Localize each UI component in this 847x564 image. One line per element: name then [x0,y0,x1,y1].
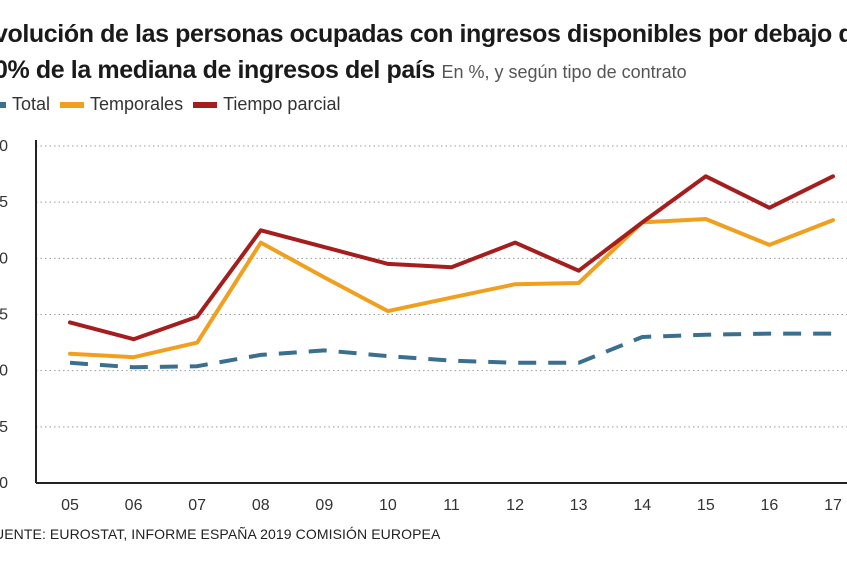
axes [35,140,847,484]
y-tick-label: 5 [0,307,8,324]
grid-lines [36,145,847,428]
chart-subtitle: En %, y según tipo de contrato [441,62,687,82]
x-tick-label: 11 [443,497,460,514]
chart-title-line-1: volución de las personas ocupadas con in… [0,20,847,48]
y-tick-label: 5 [0,194,8,211]
source-note: UENTE: EUROSTAT, INFORME ESPAÑA 2019 COM… [0,526,441,542]
legend-label-total: Total [12,94,51,114]
legend-item-tiempo-parcial: Tiempo parcial [193,94,340,115]
legend-item-total: Total [0,94,50,115]
y-tick-label: 0 [0,363,8,380]
x-tick-label: 15 [697,497,715,514]
chart-legend: Total Temporales Tiempo parcial [0,94,350,115]
x-tick-label: 10 [379,497,397,514]
x-tick-label: 09 [315,497,333,514]
legend-swatch-tiempo-parcial [193,101,218,108]
x-tick-label: 14 [633,497,651,514]
legend-swatch-temporales [60,101,85,108]
y-tick-label: 0 [0,250,8,267]
x-axis-tick-labels: 05 06 07 08 09 10 11 12 13 14 15 16 17 [61,497,842,514]
x-tick-label: 12 [506,497,524,514]
chart-title-line-2-text: 0% de la mediana de ingresos del país [0,56,435,84]
legend-label-temporales: Temporales [90,94,184,114]
x-tick-label: 07 [188,497,206,514]
x-tick-label: 16 [761,497,779,514]
y-tick-label: 5 [0,419,8,436]
chart-title-line-2: 0% de la mediana de ingresos del país En… [0,56,687,85]
x-tick-label: 17 [824,497,842,514]
y-tick-label: 0 [0,138,8,155]
legend-item-temporales: Temporales [60,94,183,115]
legend-swatch-total [0,101,6,108]
data-series [68,174,835,370]
y-tick-label: 0 [0,475,8,492]
series-line-temporales [68,217,835,360]
y-axis-tick-labels: 0 5 0 5 0 5 0 [0,138,8,492]
x-tick-label: 05 [61,497,79,514]
legend-label-tiempo-parcial: Tiempo parcial [223,94,341,114]
x-tick-label: 08 [252,497,270,514]
series-line-total [69,331,833,370]
x-tick-label: 06 [125,497,143,514]
x-tick-label: 13 [570,497,588,514]
